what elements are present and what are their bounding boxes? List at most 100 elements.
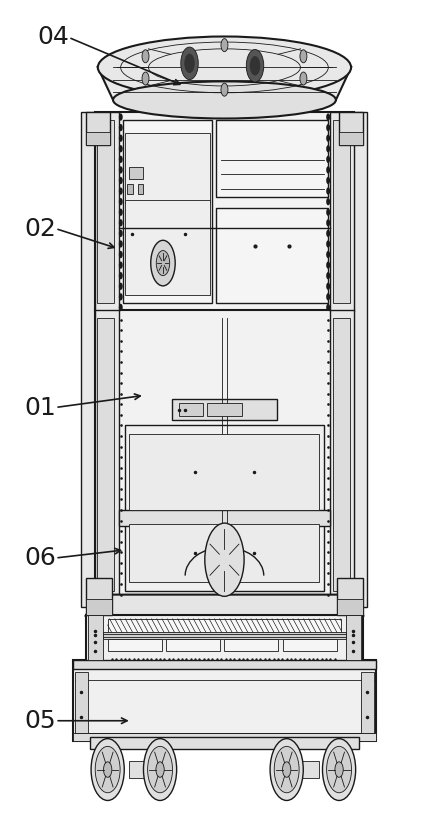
Bar (95, 310, 354, 599)
Circle shape (205, 523, 244, 597)
Bar (130, 167, 143, 178)
Circle shape (326, 251, 330, 258)
Circle shape (274, 747, 299, 793)
Circle shape (326, 262, 330, 269)
Circle shape (91, 738, 124, 800)
Circle shape (221, 83, 228, 96)
Bar (81, 112, 99, 607)
Bar (166, 639, 220, 651)
Circle shape (246, 50, 264, 82)
Bar (125, 133, 210, 203)
Bar (170, 100, 185, 112)
Circle shape (148, 747, 173, 793)
Circle shape (142, 72, 149, 85)
Bar (337, 579, 363, 615)
Bar (339, 133, 363, 145)
Bar (86, 579, 112, 615)
Circle shape (119, 262, 123, 269)
Bar (103, 634, 346, 637)
Circle shape (119, 209, 123, 216)
Circle shape (326, 304, 330, 311)
Circle shape (119, 134, 123, 142)
Bar (127, 183, 133, 193)
Bar (179, 403, 203, 416)
Bar (216, 121, 328, 197)
Circle shape (119, 113, 123, 121)
Bar (361, 672, 374, 733)
Circle shape (119, 272, 123, 280)
Bar (224, 639, 279, 651)
Bar (97, 318, 114, 591)
Bar (283, 639, 337, 651)
Bar (130, 434, 319, 509)
Circle shape (144, 738, 177, 800)
Bar (332, 121, 350, 303)
Bar (172, 399, 277, 420)
Circle shape (300, 72, 307, 85)
Text: 02: 02 (25, 217, 57, 240)
Bar (332, 318, 350, 591)
Bar (130, 523, 319, 583)
Circle shape (95, 747, 120, 793)
Circle shape (326, 272, 330, 280)
Circle shape (119, 293, 123, 301)
Circle shape (270, 738, 303, 800)
Circle shape (119, 240, 123, 248)
Bar (75, 672, 88, 733)
Ellipse shape (113, 82, 336, 118)
Bar (90, 737, 359, 749)
Bar (73, 733, 376, 741)
Circle shape (326, 187, 330, 195)
Bar (125, 200, 210, 295)
Circle shape (326, 240, 330, 248)
Text: 05: 05 (25, 709, 57, 733)
Bar (95, 112, 119, 311)
Circle shape (119, 177, 123, 184)
Circle shape (326, 156, 330, 163)
Bar (350, 112, 367, 607)
Circle shape (184, 54, 195, 73)
Circle shape (119, 283, 123, 290)
Circle shape (119, 124, 123, 131)
Circle shape (326, 113, 330, 121)
Circle shape (326, 145, 330, 152)
Bar (125, 425, 324, 518)
Polygon shape (98, 68, 351, 100)
Circle shape (119, 219, 123, 227)
Bar (95, 112, 354, 311)
Circle shape (300, 50, 307, 63)
Circle shape (151, 240, 175, 286)
Bar (166, 100, 283, 112)
Circle shape (119, 187, 123, 195)
Circle shape (119, 166, 123, 174)
Bar (216, 208, 328, 303)
Circle shape (119, 251, 123, 258)
Circle shape (326, 177, 330, 184)
Bar (264, 100, 279, 112)
Bar (95, 310, 119, 599)
Circle shape (326, 293, 330, 301)
Text: 04: 04 (38, 25, 70, 49)
Bar (97, 121, 114, 303)
Circle shape (326, 134, 330, 142)
Bar (86, 133, 110, 145)
Ellipse shape (98, 37, 351, 99)
Circle shape (103, 762, 112, 778)
Bar (339, 112, 363, 145)
Circle shape (119, 156, 123, 163)
Circle shape (326, 166, 330, 174)
Circle shape (181, 47, 198, 80)
Circle shape (156, 762, 164, 778)
Bar (86, 615, 363, 663)
Bar (285, 761, 319, 778)
Circle shape (119, 198, 123, 205)
Circle shape (326, 209, 330, 216)
Circle shape (142, 50, 149, 63)
Circle shape (327, 747, 352, 793)
Bar (346, 615, 361, 659)
Circle shape (326, 198, 330, 205)
Circle shape (156, 250, 170, 275)
Circle shape (283, 762, 291, 778)
Bar (337, 599, 363, 615)
Bar (108, 639, 162, 651)
